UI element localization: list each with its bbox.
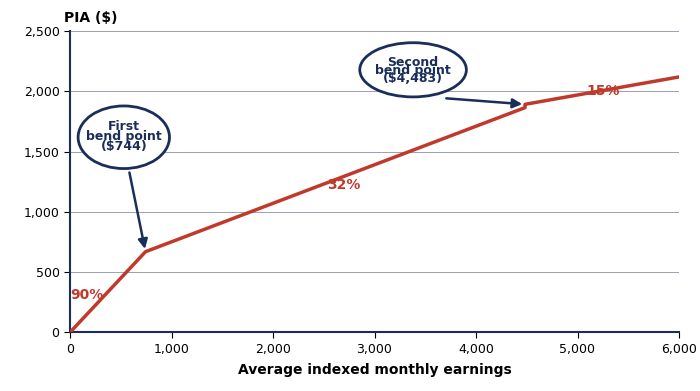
Text: PIA ($): PIA ($) xyxy=(64,11,118,25)
Text: bend point: bend point xyxy=(86,130,162,143)
Text: ($744): ($744) xyxy=(100,140,147,153)
Text: 15%: 15% xyxy=(586,84,620,99)
Text: Second: Second xyxy=(388,56,439,69)
Text: ($4,483): ($4,483) xyxy=(383,72,443,84)
Ellipse shape xyxy=(78,106,169,169)
Text: 32%: 32% xyxy=(328,178,360,192)
Ellipse shape xyxy=(360,43,466,97)
Text: bend point: bend point xyxy=(375,64,451,77)
Text: First: First xyxy=(108,120,140,133)
X-axis label: Average indexed monthly earnings: Average indexed monthly earnings xyxy=(237,363,512,377)
Text: 90%: 90% xyxy=(71,288,104,302)
